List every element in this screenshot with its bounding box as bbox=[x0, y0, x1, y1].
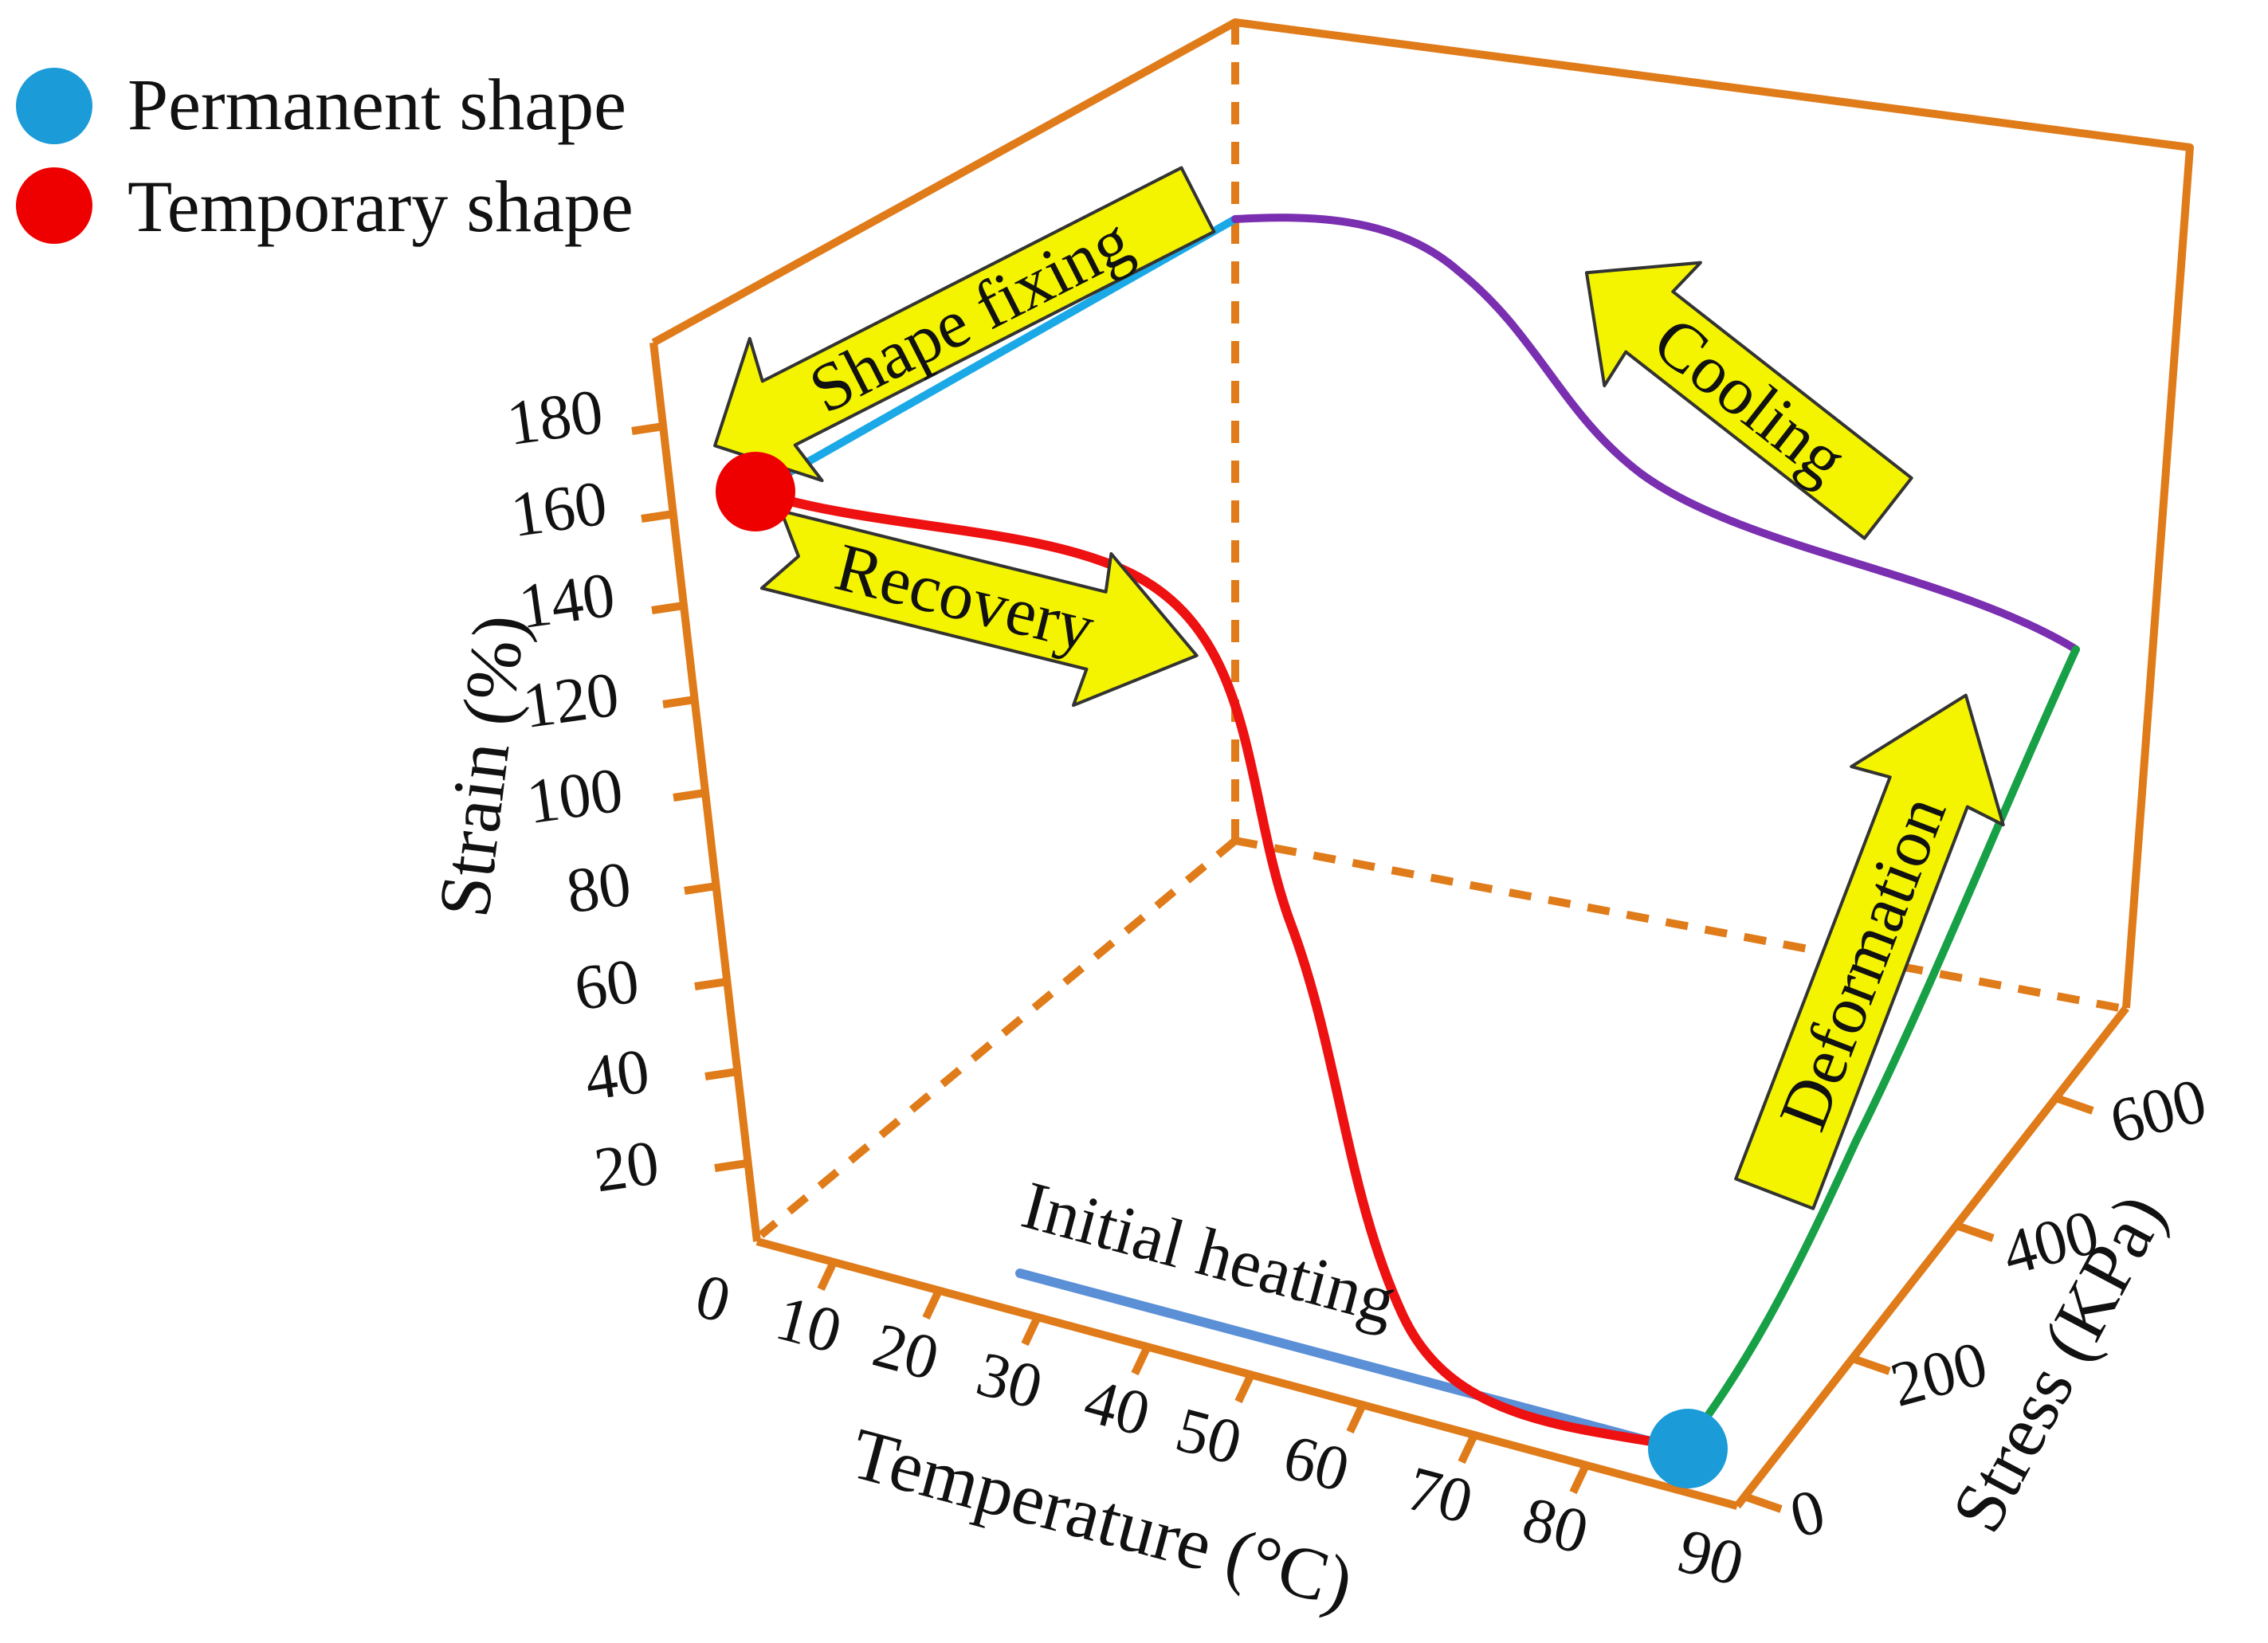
strain-tick-mark bbox=[694, 978, 728, 990]
initial-heating-line bbox=[1015, 1269, 1658, 1447]
temperature-tick-mark bbox=[1458, 1433, 1478, 1465]
strain-tick-label: 160 bbox=[507, 468, 611, 551]
strain-tick-label: 180 bbox=[503, 376, 607, 459]
temperature-tick-mark bbox=[1569, 1463, 1590, 1495]
cooling-curve bbox=[1231, 214, 2080, 653]
temperature-tick-label: 90 bbox=[1671, 1516, 1751, 1600]
stress-axis-line bbox=[1734, 1005, 2129, 1509]
cooling-label: Cooling bbox=[1640, 301, 1862, 497]
temperature-tick-mark bbox=[817, 1260, 838, 1292]
strain-tick-mark bbox=[651, 602, 685, 614]
strain-tick-mark bbox=[714, 1159, 747, 1172]
legend: Permanent shape Temporary shape bbox=[16, 64, 634, 247]
temperature-tick-mark bbox=[1234, 1372, 1255, 1404]
strain-tick-label: 120 bbox=[519, 659, 623, 742]
permanent-shape-marker bbox=[1648, 1409, 1728, 1488]
temperature-tick-label: 60 bbox=[1277, 1421, 1356, 1506]
shape-fixing-line bbox=[751, 215, 1239, 496]
strain-tick-label: 40 bbox=[581, 1036, 653, 1114]
temperature-tick-mark bbox=[1131, 1344, 1152, 1376]
strain-tick-marks bbox=[631, 422, 747, 1172]
frame-hidden-temperature-edge bbox=[1234, 837, 2121, 1012]
stress-tick-mark bbox=[1851, 1355, 1891, 1375]
temperature-tick-label: 80 bbox=[1516, 1484, 1595, 1568]
annotation-arrows: Shape fixing Cooling Recovery Deformatio… bbox=[713, 166, 2005, 1210]
temperature-axis: 0 10 20 30 40 50 60 70 80 90 Temperature… bbox=[689, 1260, 1751, 1624]
legend-marker bbox=[16, 167, 92, 244]
deformation-arrow: Deformation bbox=[1734, 693, 2005, 1210]
legend-item-temporary: Temporary shape bbox=[16, 166, 634, 247]
temperature-tick-mark bbox=[1021, 1315, 1042, 1347]
stress-tick-label: 600 bbox=[2103, 1065, 2214, 1158]
temperature-axis-title: Temperature (°C) bbox=[843, 1412, 1361, 1624]
legend-marker bbox=[16, 68, 92, 144]
strain-tick-mark bbox=[662, 696, 696, 708]
cooling-arrow: Cooling bbox=[1584, 261, 1913, 540]
strain-tick-mark bbox=[631, 422, 665, 435]
recovery-curve bbox=[751, 487, 1686, 1451]
strain-tick-label: 60 bbox=[571, 946, 643, 1024]
strain-tick-label: 80 bbox=[563, 849, 635, 927]
legend-label: Temporary shape bbox=[128, 166, 634, 247]
strain-tick-mark bbox=[641, 510, 674, 523]
stress-tick-marks bbox=[1743, 1094, 2094, 1513]
temperature-tick-label: 70 bbox=[1400, 1453, 1480, 1538]
temperature-tick-label: 10 bbox=[769, 1283, 849, 1367]
strain-tick-label: 140 bbox=[515, 559, 619, 642]
temperature-tick-label: 50 bbox=[1169, 1394, 1249, 1479]
temperature-tick-label: 0 bbox=[689, 1261, 737, 1336]
cooling-arrow-shape bbox=[1584, 261, 1913, 540]
legend-label: Permanent shape bbox=[128, 64, 626, 145]
stress-tick-mark bbox=[1743, 1492, 1783, 1513]
stress-tick-label: 0 bbox=[1783, 1476, 1832, 1551]
strain-tick-mark bbox=[673, 789, 706, 802]
strain-axis: 20 40 60 80 100 120 140 160 180 Strain (… bbox=[422, 376, 747, 1206]
initial-heating-label: Initial heating bbox=[1014, 1167, 1404, 1339]
strain-axis-title: Strain (%) bbox=[422, 610, 540, 921]
shape-fixing-arrow-shape bbox=[713, 166, 1216, 483]
strain-axis-line bbox=[649, 342, 761, 1242]
stress-tick-mark bbox=[2054, 1094, 2094, 1115]
strain-tick-label: 20 bbox=[591, 1127, 663, 1206]
legend-item-permanent: Permanent shape bbox=[16, 64, 626, 145]
temperature-tick-mark bbox=[1346, 1402, 1367, 1434]
frame-hidden-stress-edge bbox=[758, 837, 1238, 1238]
strain-tick-mark bbox=[704, 1068, 738, 1080]
deformation-curve bbox=[1685, 645, 2080, 1445]
temperature-tick-mark bbox=[922, 1288, 943, 1320]
stress-tick-label: 200 bbox=[1884, 1328, 1995, 1421]
temperature-tick-label: 20 bbox=[866, 1310, 946, 1394]
stress-tick-mark bbox=[1955, 1221, 1995, 1242]
strain-tick-mark bbox=[684, 882, 717, 895]
strain-tick-label: 100 bbox=[523, 755, 627, 837]
data-series bbox=[751, 214, 2080, 1451]
deformation-arrow-shape bbox=[1734, 693, 2005, 1210]
temporary-shape-marker bbox=[716, 452, 795, 531]
recovery-arrow-shape bbox=[759, 509, 1199, 708]
temperature-tick-marks bbox=[817, 1260, 1590, 1495]
temperature-tick-label: 40 bbox=[1077, 1366, 1157, 1450]
frame-top-edges bbox=[651, 18, 2194, 1009]
deformation-label: Deformation bbox=[1764, 786, 1960, 1140]
temperature-tick-label: 30 bbox=[970, 1339, 1050, 1423]
